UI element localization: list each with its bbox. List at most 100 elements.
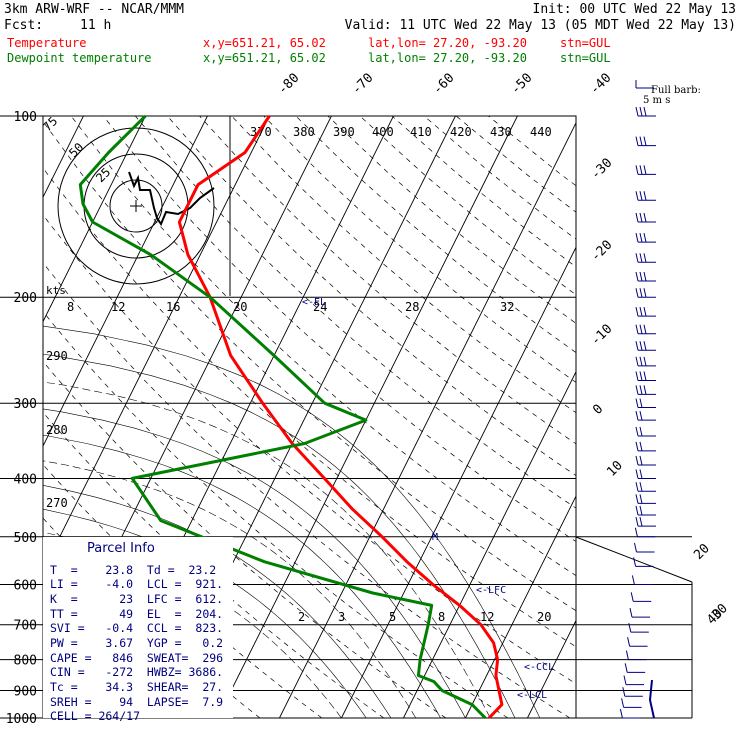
theta-label: 380 (293, 125, 315, 139)
pressure-tick-label: 1000 (6, 712, 37, 727)
mixing-ratio-label: 24 (313, 300, 327, 314)
dry-adiabat-line (488, 116, 576, 187)
dry-adiabat-line (167, 116, 576, 476)
lcl-marker: <-LCL (517, 690, 547, 701)
isotherm-label: -30 (588, 156, 615, 183)
wind-barb-flag (627, 637, 631, 647)
isotherm-label: -40 (587, 71, 614, 98)
parcel-info-panel: Parcel Info T = 23.8 Td = 23.2 LI = -4.0… (43, 537, 233, 723)
mixing-ratio-label: 28 (405, 300, 419, 314)
sounding-traces (78, 114, 504, 720)
wind-barb-flag (639, 516, 643, 527)
wind-barb (624, 663, 646, 673)
isotherm-line (465, 495, 576, 718)
theta-label: 280 (46, 423, 68, 437)
wind-barb-flag (635, 385, 639, 395)
legend-dewpoint-latlon: lat,lon= 27.20, -93.20 (368, 51, 527, 65)
wind-barb (635, 482, 656, 492)
wind-barb-flag (639, 307, 643, 317)
wind-barb (622, 687, 643, 697)
wind-barb-flag (639, 253, 643, 263)
dry-adiabat-line (70, 116, 576, 577)
wind-barb-flag (643, 341, 647, 351)
wind-barb-flag (639, 494, 643, 504)
wind-barb-flag (635, 191, 639, 201)
legend-dewpoint-station: stn=GUL (560, 51, 611, 65)
wind-barb-flag (635, 165, 639, 175)
moist-adiabat-line (43, 531, 342, 718)
wind-barb-flag (634, 527, 638, 537)
isotherm-label: 20 (691, 541, 713, 563)
wind-barb (619, 708, 641, 719)
dry-adiabat-group (43, 116, 576, 718)
forecast-hour: 11 h (80, 18, 111, 33)
wind-barb-flag (621, 698, 625, 708)
wind-barb-flag (643, 212, 647, 223)
parcel-row: K = 23 LFC = 612. (50, 592, 223, 606)
hodograph-ring (57, 127, 215, 285)
wind-barb-flag (635, 253, 639, 263)
wind-barb-flag (635, 469, 639, 479)
wind-barb-flag (639, 469, 643, 479)
parcel-row: Tc = 34.3 SHEAR= 27. (50, 680, 223, 694)
dry-adiabat-line (43, 262, 571, 718)
mixing-ratio-label: 5 (389, 610, 396, 624)
wind-barb (635, 253, 656, 263)
parcel-info-background (43, 537, 233, 718)
wind-barb-flag (643, 136, 647, 146)
wind-barb-flag (639, 385, 643, 395)
wind-barb-flag (635, 233, 639, 243)
wind-barb-flag (633, 557, 637, 567)
ccl-marker: <-CCL (524, 662, 554, 673)
wind-barb-flag (622, 687, 626, 697)
wind-barb (635, 212, 656, 223)
wind-barb-flag (634, 542, 637, 553)
dry-adiabat-line (359, 116, 576, 296)
wind-barb (625, 650, 647, 661)
wind-barb-flag (630, 592, 634, 602)
mixing-ratio-label: 8 (438, 610, 445, 624)
wind-barb (635, 469, 656, 479)
wind-barb-flag (631, 575, 635, 585)
dry-adiabat-line (263, 116, 576, 383)
legend-temperature: Temperature x,y=651.21, 65.02 lat,lon= 2… (7, 36, 611, 50)
dry-adiabat-line (455, 116, 576, 213)
wind-barb-flag (639, 191, 643, 201)
theta-label: 390 (333, 125, 355, 139)
wind-barb-flag (643, 106, 647, 117)
wind-barb-flag (639, 356, 643, 366)
pressure-tick-label: 500 (14, 531, 37, 546)
mixing-ratio-label: 32 (500, 300, 514, 314)
parcel-row: SREH = 94 LAPSE= 7.9 (50, 695, 223, 709)
wind-barb-flag (639, 426, 643, 437)
wind-barb-flag (635, 271, 639, 282)
wind-barb-flag (639, 324, 643, 334)
parcel-row: CAPE = 846 SWEAT= 296 (50, 651, 223, 665)
theta-label: 410 (410, 125, 432, 139)
wind-barb-flag (643, 165, 647, 175)
wind-barb-flag (635, 324, 639, 334)
wind-barb (631, 575, 653, 585)
isotherm-group (43, 116, 576, 718)
wind-barb-flag (635, 494, 639, 504)
wind-barb (635, 271, 656, 282)
theta-label: 270 (46, 496, 68, 510)
isotherm-line (217, 116, 518, 718)
theta-label: 290 (46, 349, 68, 363)
wind-barb (635, 385, 656, 395)
parcel-row: T = 23.8 Td = 23.2 (50, 563, 216, 577)
isotherm-line (43, 116, 146, 323)
wind-barb (635, 307, 656, 317)
isotherm-line (403, 370, 576, 718)
wind-barb-flag (635, 288, 639, 298)
wind-barb (635, 191, 656, 201)
wind-barb-flag (639, 505, 643, 516)
mixing-ratio-label: 12 (111, 300, 125, 314)
mixing-ratio-label: 8 (67, 300, 74, 314)
mixing-ratio-label: 16 (166, 300, 180, 314)
wind-barb-flag (635, 356, 639, 366)
wind-barb-flag (639, 398, 643, 408)
wind-barb-flag (635, 441, 639, 452)
isotherm-line (43, 116, 270, 572)
